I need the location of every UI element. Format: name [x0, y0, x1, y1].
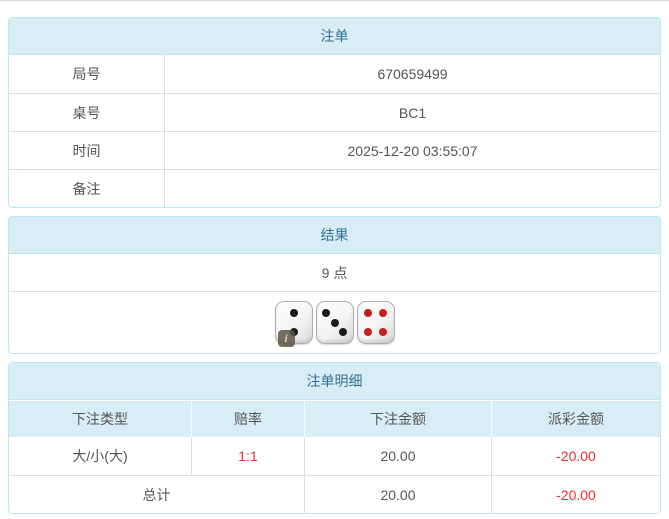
odds-value: 1:1 [191, 437, 304, 475]
remark-value [164, 170, 660, 207]
total-payout: -20.00 [491, 476, 660, 513]
result-panel: 结果 9 点 i [8, 216, 661, 354]
payout-value: -20.00 [491, 437, 660, 475]
bet-order-panel: 注单 局号 670659499 桌号 BC1 时间 2025-12-20 03:… [8, 17, 661, 208]
table-row: 备注 [9, 169, 660, 207]
result-points: 9 点 [321, 264, 348, 281]
bet-amount-value: 20.00 [304, 437, 491, 475]
column-header-bet-amount: 下注金额 [304, 401, 491, 437]
die-pip [322, 309, 331, 318]
time-label: 时间 [72, 142, 101, 159]
table-row: 桌号 BC1 [9, 93, 660, 131]
table-row: 时间 2025-12-20 03:55:07 [9, 131, 660, 169]
remark-label: 备注 [72, 180, 101, 197]
die-pip [364, 309, 373, 318]
die-pip [364, 327, 373, 336]
column-header-odds: 赔率 [191, 401, 304, 437]
total-bet-amount: 20.00 [304, 476, 491, 513]
die-3-value-4 [356, 301, 395, 344]
bet-details-panel: 注单明细 下注类型 赔率 下注金额 派彩金额 大/小(大) 1:1 20.00 … [8, 362, 661, 514]
bet-details-header-row: 下注类型 赔率 下注金额 派彩金额 [9, 400, 660, 437]
column-header-bet-type: 下注类型 [72, 411, 128, 427]
total-label: 总计 [142, 486, 171, 503]
die-pip [378, 327, 387, 336]
die-pip [289, 309, 298, 318]
table-row: 局号 670659499 [9, 55, 660, 93]
total-row: 总计 20.00 -20.00 [9, 475, 660, 513]
time-value: 2025-12-20 03:55:07 [164, 132, 660, 169]
bet-detail-row: 大/小(大) 1:1 20.00 -20.00 [9, 437, 660, 475]
game-number-value: 670659499 [164, 55, 660, 93]
table-number-label: 桌号 [72, 104, 101, 121]
die-pip [338, 327, 347, 336]
info-icon[interactable]: i [277, 330, 295, 347]
column-header-payout: 派彩金额 [491, 401, 660, 437]
result-title: 结果 [9, 217, 660, 254]
die-pip [330, 318, 339, 327]
dice-row: i [9, 291, 660, 353]
table-number-value: BC1 [164, 94, 660, 131]
bet-order-title: 注单 [9, 18, 660, 55]
game-number-label: 局号 [72, 66, 101, 82]
die-2-value-3 [315, 301, 354, 344]
bet-details-title: 注单明细 [9, 363, 660, 400]
die-1-value-2: i [274, 301, 313, 347]
bet-type-value: 大/小(大) [72, 448, 128, 464]
die-pip [378, 309, 387, 318]
page-top-divider [0, 0, 669, 1]
